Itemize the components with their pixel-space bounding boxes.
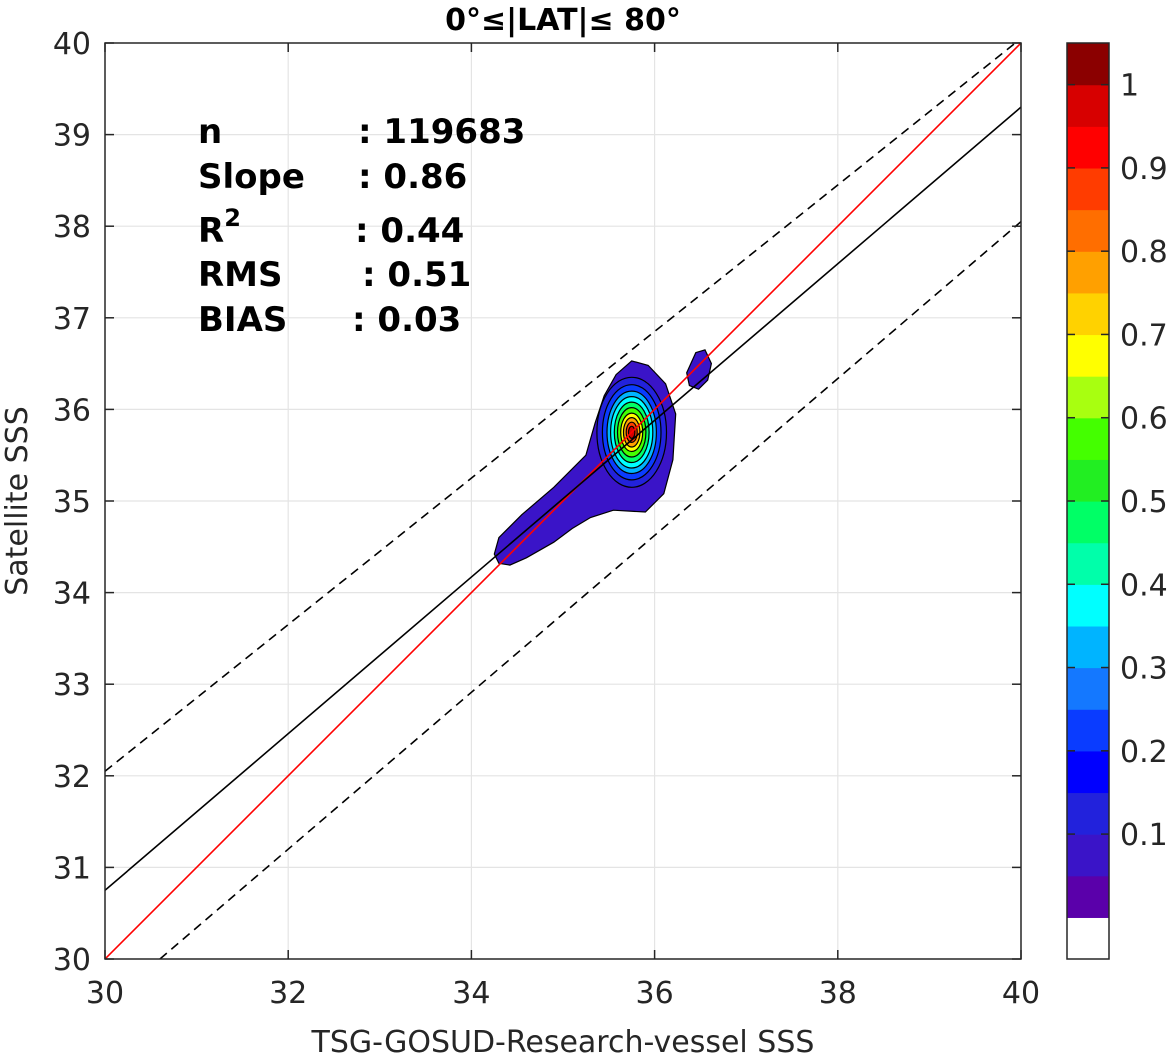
reference-lines (105, 43, 1021, 959)
colorbar-tick-label: 0.8 (1120, 235, 1168, 270)
colorbar-tick-label: 0.2 (1120, 735, 1168, 770)
y-tick-label: 40 (53, 27, 91, 62)
x-tick-label: 36 (636, 976, 674, 1011)
colorbar-segment (1067, 167, 1109, 211)
colorbar-segment (1067, 792, 1109, 835)
colorbar-segment (1067, 417, 1109, 460)
x-tick-label: 32 (269, 976, 307, 1011)
colorbar-tick-label: 0.7 (1120, 318, 1168, 353)
colorbar-tick-label: 0.3 (1120, 652, 1168, 687)
x-tick-label: 38 (819, 976, 857, 1011)
colorbar-segment (1067, 84, 1109, 127)
stat-label: RMS (198, 255, 283, 295)
colorbar-tick-label: 0.5 (1120, 485, 1168, 520)
x-tick-label: 40 (1002, 976, 1040, 1011)
y-tick-label: 34 (53, 577, 91, 612)
y-tick-label: 36 (53, 393, 91, 428)
colorbar-segment (1067, 667, 1109, 710)
y-tick-label: 37 (53, 302, 91, 337)
stat-value: : 0.86 (358, 157, 467, 197)
colorbar-tick-label: 0.9 (1120, 152, 1168, 187)
regression-line (105, 106, 1021, 891)
y-tick-label: 33 (53, 668, 91, 703)
upper-bound-line (105, 43, 1017, 772)
colorbar-tick-label: 0.6 (1120, 402, 1168, 437)
colorbar-tick-label: 0.1 (1120, 818, 1168, 853)
y-tick-label: 35 (53, 485, 91, 520)
stat-label: Slope (198, 157, 305, 197)
grid (105, 43, 1021, 959)
colorbar-segment (1067, 376, 1109, 419)
colorbar-segment (1067, 584, 1109, 627)
colorbar-segment (1067, 126, 1109, 169)
stat-label: n (198, 112, 222, 152)
colorbar: 0.1 0.2 0.3 0.4 0.5 0.6 0.7 0.8 0.9 1 (1066, 42, 1168, 960)
stat-value: : 0.51 (362, 255, 471, 295)
colorbar-segment (1067, 709, 1109, 752)
stat-value: : 0.44 (355, 211, 464, 251)
colorbar-segment (1067, 834, 1109, 877)
colorbar-segment (1067, 459, 1109, 502)
chart-title: 0°≤|LAT|≤ 80° (445, 3, 681, 38)
y-tick-label: 38 (53, 210, 91, 245)
x-tick-label: 30 (86, 976, 124, 1011)
colorbar-segment (1067, 251, 1109, 294)
colorbar-tick-label: 0.4 (1120, 568, 1168, 603)
colorbar-segment (1067, 625, 1109, 669)
lower-bound-line (159, 221, 1021, 959)
stat-superscript: 2 (224, 204, 241, 232)
colorbar-segment (1067, 750, 1109, 794)
colorbar-segment (1067, 501, 1109, 544)
colorbar-segment (1067, 292, 1109, 336)
stat-value: : 119683 (358, 112, 525, 152)
colorbar-tick-label: 1 (1120, 69, 1139, 104)
one-to-one-line (105, 43, 1021, 959)
colorbar-segment (1067, 542, 1109, 585)
axis-ticks: 30 32 34 36 38 40 30 31 32 33 34 35 36 37 38 39 40 (53, 27, 1040, 1011)
y-tick-label: 31 (53, 851, 91, 886)
colorbar-segment (1067, 917, 1109, 960)
colorbar-segment (1067, 209, 1109, 252)
stat-value: : 0.03 (352, 300, 461, 340)
y-tick-label: 32 (53, 760, 91, 795)
y-tick-label: 30 (53, 943, 91, 978)
colorbar-segment (1067, 875, 1109, 918)
stat-label: BIAS (198, 300, 287, 340)
colorbar-segment (1067, 43, 1109, 86)
y-axis-label: Satellite SSS (0, 406, 35, 596)
x-axis-label: TSG-GOSUD-Research-vessel SSS (311, 1025, 815, 1055)
x-tick-label: 34 (452, 976, 490, 1011)
y-tick-label: 39 (53, 119, 91, 154)
colorbar-segment (1067, 334, 1109, 377)
